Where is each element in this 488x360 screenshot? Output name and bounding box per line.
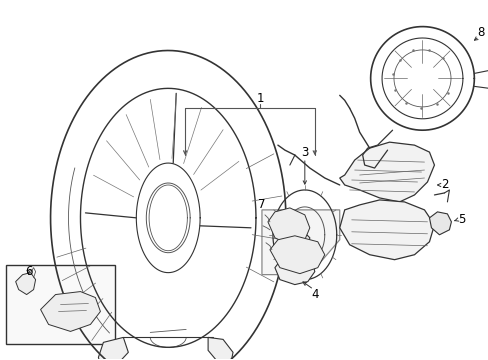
Polygon shape (277, 230, 309, 253)
Polygon shape (41, 292, 100, 332)
Text: 6: 6 (25, 265, 32, 278)
Text: 5: 5 (457, 213, 464, 226)
Text: 1: 1 (256, 92, 263, 105)
Polygon shape (98, 337, 128, 360)
Bar (6, 265, 115, 345)
Polygon shape (274, 253, 314, 285)
Polygon shape (269, 236, 324, 274)
Text: 3: 3 (301, 145, 308, 159)
Text: 2: 2 (440, 179, 447, 192)
Polygon shape (16, 273, 36, 294)
Text: 7: 7 (258, 198, 265, 211)
Polygon shape (428, 212, 450, 235)
Polygon shape (339, 200, 433, 260)
Text: 4: 4 (310, 288, 318, 301)
Polygon shape (208, 337, 233, 360)
Text: 8: 8 (477, 26, 484, 39)
Polygon shape (339, 142, 433, 202)
Polygon shape (262, 210, 339, 275)
Polygon shape (267, 208, 309, 245)
